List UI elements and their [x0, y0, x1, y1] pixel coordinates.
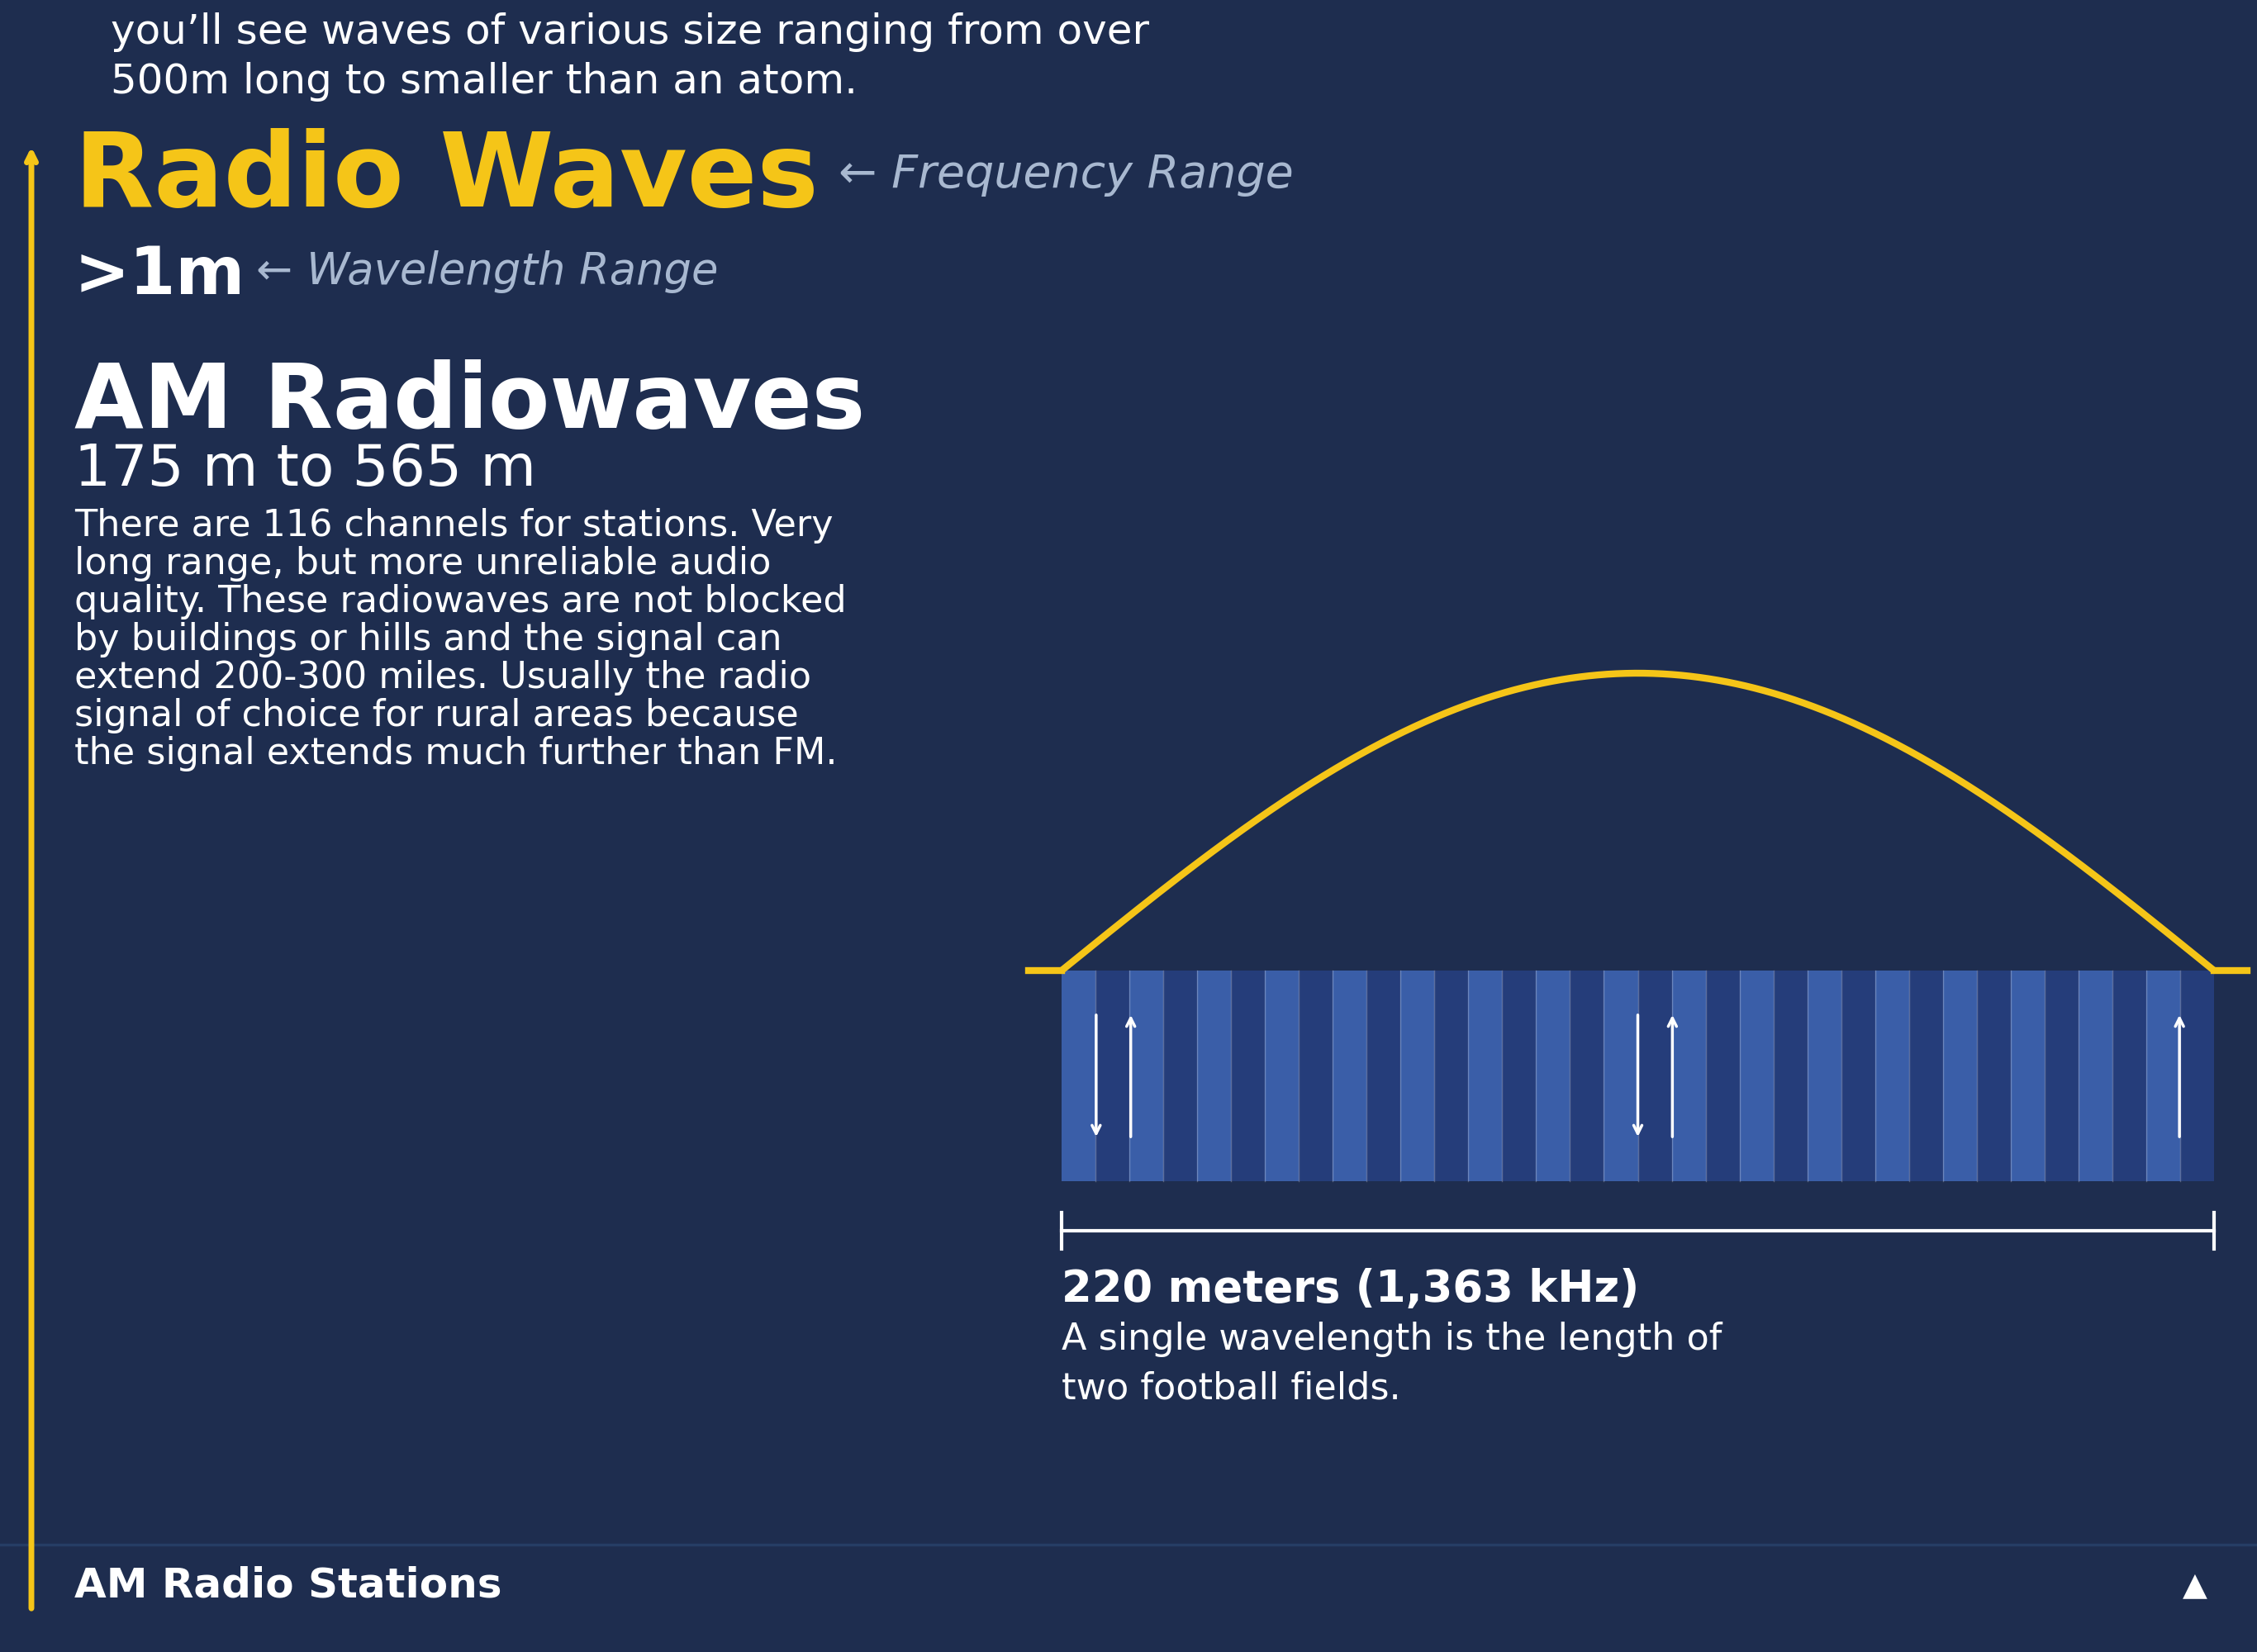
- Bar: [1332, 970, 1368, 1181]
- Bar: [2045, 970, 2079, 1181]
- Bar: [1061, 970, 1095, 1181]
- Bar: [2180, 970, 2214, 1181]
- Bar: [1503, 970, 1537, 1181]
- Bar: [2079, 970, 2113, 1181]
- Text: AM Radiowaves: AM Radiowaves: [74, 360, 864, 446]
- Text: ← Wavelength Range: ← Wavelength Range: [255, 249, 718, 294]
- Bar: [1298, 970, 1332, 1181]
- Bar: [2113, 970, 2146, 1181]
- Text: Radio Waves: Radio Waves: [74, 129, 819, 228]
- Bar: [1469, 970, 1503, 1181]
- Bar: [1740, 970, 1774, 1181]
- Bar: [1774, 970, 1808, 1181]
- Text: >1m: >1m: [74, 243, 246, 307]
- Bar: [2146, 970, 2180, 1181]
- Bar: [1943, 970, 1977, 1181]
- Bar: [1808, 970, 1842, 1181]
- Bar: [1368, 970, 1402, 1181]
- Text: quality. These radiowaves are not blocked: quality. These radiowaves are not blocke…: [74, 585, 846, 620]
- Text: you’ll see waves of various size ranging from over: you’ll see waves of various size ranging…: [111, 12, 1149, 51]
- Bar: [1230, 970, 1264, 1181]
- Bar: [1095, 970, 1128, 1181]
- Bar: [1909, 970, 1943, 1181]
- Bar: [1435, 970, 1469, 1181]
- Bar: [1605, 970, 1639, 1181]
- Bar: [1876, 970, 1909, 1181]
- Bar: [1402, 970, 1435, 1181]
- Bar: [1196, 970, 1230, 1181]
- Text: extend 200-300 miles. Usually the radio: extend 200-300 miles. Usually the radio: [74, 659, 810, 695]
- Bar: [2011, 970, 2045, 1181]
- Bar: [1672, 970, 1706, 1181]
- Bar: [1977, 970, 2011, 1181]
- Bar: [1571, 970, 1605, 1181]
- Text: There are 116 channels for stations. Very: There are 116 channels for stations. Ver…: [74, 509, 833, 544]
- Text: by buildings or hills and the signal can: by buildings or hills and the signal can: [74, 621, 781, 657]
- Bar: [1264, 970, 1298, 1181]
- Text: 220 meters (1,363 kHz): 220 meters (1,363 kHz): [1061, 1269, 1639, 1312]
- Bar: [1162, 970, 1196, 1181]
- Text: ← Frequency Range: ← Frequency Range: [840, 154, 1293, 197]
- Bar: [1706, 970, 1740, 1181]
- Bar: [1128, 970, 1162, 1181]
- Text: AM Radio Stations: AM Radio Stations: [74, 1566, 501, 1606]
- Bar: [1639, 970, 1672, 1181]
- Text: 175 m to 565 m: 175 m to 565 m: [74, 441, 537, 497]
- Bar: [1537, 970, 1571, 1181]
- Bar: [1842, 970, 1876, 1181]
- Text: the signal extends much further than FM.: the signal extends much further than FM.: [74, 737, 837, 771]
- Text: signal of choice for rural areas because: signal of choice for rural areas because: [74, 697, 799, 733]
- Text: A single wavelength is the length of
two football fields.: A single wavelength is the length of two…: [1061, 1322, 1722, 1408]
- Text: 500m long to smaller than an atom.: 500m long to smaller than an atom.: [111, 61, 858, 102]
- Text: ▲: ▲: [2183, 1569, 2207, 1601]
- Text: long range, but more unreliable audio: long range, but more unreliable audio: [74, 545, 772, 582]
